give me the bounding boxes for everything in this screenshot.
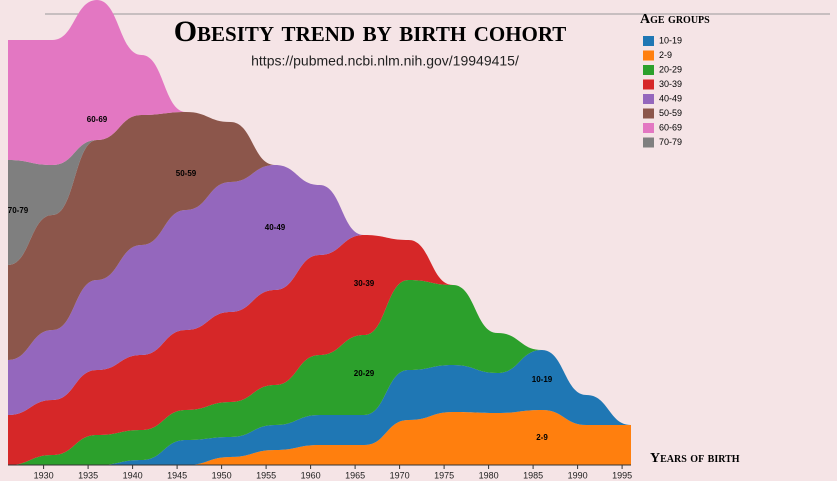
x-tick-label: 1975 <box>434 470 454 480</box>
area <box>8 0 631 426</box>
area <box>8 280 631 465</box>
area <box>8 410 631 465</box>
area-label: 50-59 <box>176 169 197 178</box>
x-tick-label: 1955 <box>256 470 276 480</box>
x-tick-label: 1940 <box>123 470 143 480</box>
legend-label: 2-9 <box>659 50 672 60</box>
legend-swatch <box>643 137 654 148</box>
legend-swatch <box>643 79 654 90</box>
legend-label: 50-59 <box>659 108 682 118</box>
legend-label: 70-79 <box>659 137 682 147</box>
area-label: 40-49 <box>265 223 286 232</box>
area <box>8 112 631 425</box>
legend-label: 40-49 <box>659 93 682 103</box>
legend-swatch <box>643 94 654 104</box>
x-tick-label: 1985 <box>523 470 543 480</box>
subtitle: https://pubmed.ncbi.nlm.nih.gov/19949415… <box>251 53 519 69</box>
area-label: 2-9 <box>536 433 548 442</box>
legend-swatch <box>643 36 654 46</box>
area-label: 10-19 <box>532 375 553 384</box>
area-label: 20-29 <box>354 369 375 378</box>
x-tick-label: 1935 <box>78 470 98 480</box>
x-axis-label: Years of birth <box>650 451 740 466</box>
legend-swatch <box>643 123 654 133</box>
x-tick-label: 1950 <box>212 470 232 480</box>
area-label: 30-39 <box>354 279 375 288</box>
area-label: 70-79 <box>8 206 29 215</box>
chart-title: Obesity trend by birth cohort <box>174 15 567 48</box>
x-tick-label: 1995 <box>612 470 632 480</box>
areas <box>8 0 631 465</box>
area <box>8 350 631 465</box>
x-tick-label: 1930 <box>34 470 54 480</box>
area <box>8 235 631 465</box>
x-tick-label: 1965 <box>345 470 365 480</box>
legend-label: 20-29 <box>659 64 682 74</box>
area-label: 60-69 <box>87 115 108 124</box>
legend-swatch <box>643 65 654 75</box>
legend-label: 60-69 <box>659 122 682 132</box>
x-tick-label: 1970 <box>390 470 410 480</box>
legend-title: Age groups <box>640 12 710 27</box>
x-tick-label: 1990 <box>568 470 588 480</box>
legend-label: 30-39 <box>659 79 682 89</box>
x-tick-label: 1980 <box>479 470 499 480</box>
legend-label: 10-19 <box>659 35 682 45</box>
x-tick-label: 1960 <box>301 470 321 480</box>
area <box>8 165 631 425</box>
x-tick-label: 1945 <box>167 470 187 480</box>
legend-swatch <box>643 50 654 61</box>
legend-swatch <box>643 108 654 119</box>
